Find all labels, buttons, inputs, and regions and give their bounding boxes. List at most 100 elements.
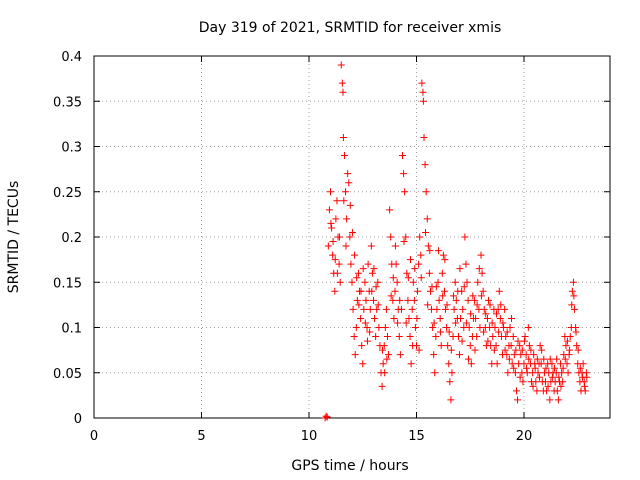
data-point	[415, 260, 423, 268]
data-point	[433, 305, 441, 313]
data-point	[518, 346, 526, 354]
data-point	[414, 287, 422, 295]
y-tick-label: 0.15	[53, 276, 82, 291]
data-point	[379, 346, 387, 354]
data-point	[507, 342, 515, 350]
data-point	[494, 305, 502, 313]
data-point	[333, 197, 341, 205]
data-point	[535, 373, 543, 381]
data-point	[503, 351, 511, 359]
data-point	[444, 342, 452, 350]
data-point	[445, 328, 453, 336]
data-point	[533, 387, 541, 395]
data-point	[337, 61, 345, 69]
data-point	[568, 301, 576, 309]
data-point	[572, 328, 580, 336]
data-point	[508, 314, 516, 322]
data-point	[348, 228, 356, 236]
data-point	[371, 314, 379, 322]
chart-title: Day 319 of 2021, SRMTID for receiver xmi…	[199, 20, 502, 36]
data-point	[366, 328, 374, 336]
data-point	[441, 256, 449, 264]
data-point	[404, 296, 412, 304]
data-point	[372, 333, 380, 341]
data-point	[488, 319, 496, 327]
data-point	[489, 333, 497, 341]
data-point	[340, 152, 348, 160]
data-point	[351, 251, 359, 259]
data-point	[354, 269, 362, 277]
data-point	[499, 319, 507, 327]
data-point	[448, 369, 456, 377]
data-point	[397, 305, 405, 313]
data-point	[331, 256, 339, 264]
data-point	[336, 233, 344, 241]
data-point	[426, 287, 434, 295]
data-point	[345, 179, 353, 187]
data-point	[437, 342, 445, 350]
data-point	[420, 133, 428, 141]
data-point	[346, 201, 354, 209]
data-point	[568, 287, 576, 295]
data-point	[501, 346, 509, 354]
data-point	[501, 305, 509, 313]
data-point	[522, 351, 530, 359]
data-point	[532, 378, 540, 386]
data-point	[460, 283, 468, 291]
data-point	[543, 387, 551, 395]
data-point	[367, 242, 375, 250]
data-points	[321, 61, 591, 422]
data-point	[471, 296, 479, 304]
data-point	[579, 360, 587, 368]
data-point	[387, 233, 395, 241]
data-point	[380, 342, 388, 350]
data-point	[366, 305, 374, 313]
data-point	[361, 278, 369, 286]
data-point	[554, 396, 562, 404]
data-point	[381, 324, 389, 331]
data-point	[342, 188, 350, 196]
data-point	[564, 369, 572, 377]
data-point	[479, 287, 487, 295]
data-point	[383, 333, 391, 341]
data-point	[483, 314, 491, 322]
data-point	[525, 355, 533, 363]
data-point	[516, 373, 524, 381]
data-point	[425, 269, 433, 277]
data-point	[417, 251, 425, 259]
data-point	[395, 333, 403, 341]
data-point	[392, 260, 400, 268]
data-point	[407, 360, 415, 368]
data-point	[432, 283, 440, 291]
data-point	[456, 265, 464, 273]
data-point	[373, 305, 381, 313]
data-point	[467, 310, 475, 318]
data-point	[368, 269, 376, 277]
data-point	[443, 324, 451, 331]
data-point	[504, 369, 512, 377]
data-point	[553, 387, 561, 395]
data-point	[477, 292, 485, 300]
data-point	[551, 364, 559, 372]
data-point	[338, 79, 346, 87]
data-point	[328, 224, 336, 232]
data-point	[351, 351, 359, 359]
data-point	[409, 342, 417, 350]
data-point	[370, 265, 378, 273]
data-point	[451, 278, 459, 286]
data-point	[561, 355, 569, 363]
data-point	[458, 337, 466, 345]
data-point	[434, 278, 442, 286]
data-point	[359, 360, 367, 368]
data-point	[347, 260, 355, 268]
data-point	[358, 342, 366, 350]
data-point	[544, 382, 552, 390]
data-point	[465, 355, 473, 363]
data-point	[364, 260, 372, 268]
data-point	[465, 324, 473, 331]
data-point	[417, 274, 425, 282]
data-point	[581, 387, 589, 395]
data-point	[514, 337, 522, 345]
data-point	[342, 242, 350, 250]
axis-ticks: 0 5 10 15 20 0 0.05 0.1 0.15 0.2 0.25 0.3 0.35 0.4	[53, 50, 610, 444]
